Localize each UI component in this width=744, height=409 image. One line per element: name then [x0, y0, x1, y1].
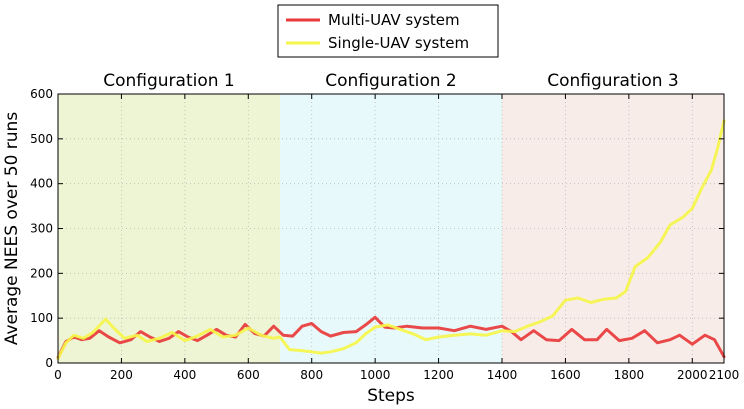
- y-tick-label: 300: [30, 222, 53, 236]
- x-tick-label: 1800: [614, 368, 645, 382]
- y-tick-label: 100: [30, 311, 53, 325]
- x-tick-label: 1400: [487, 368, 518, 382]
- x-tick-label: 1000: [360, 368, 391, 382]
- x-tick-label: 800: [300, 368, 323, 382]
- x-tick-label: 1600: [550, 368, 581, 382]
- x-tick-label: 2000: [677, 368, 708, 382]
- y-tick-label: 500: [30, 132, 53, 146]
- config-label-3: Configuration 3: [547, 71, 679, 91]
- x-tick-label: 200: [110, 368, 133, 382]
- x-tick-label: 2100: [709, 368, 740, 382]
- x-tick-label: 1200: [423, 368, 454, 382]
- y-tick-label: 600: [30, 87, 53, 101]
- x-tick-label: 400: [173, 368, 196, 382]
- x-axis-label: Steps: [367, 386, 415, 406]
- y-tick-label: 400: [30, 177, 53, 191]
- y-tick-label: 200: [30, 266, 53, 280]
- config-label-2: Configuration 2: [325, 71, 457, 91]
- series-line-single-uav: [56, 119, 726, 360]
- legend-label-single-uav: Single-UAV system: [328, 34, 469, 52]
- series-line-multi-uav: [56, 315, 726, 360]
- y-axis-label: Average NEES over 50 runs: [2, 112, 22, 345]
- config-label-1: Configuration 1: [103, 71, 235, 91]
- legend-label-multi-uav: Multi-UAV system: [328, 11, 460, 29]
- legend-box: [277, 4, 499, 58]
- x-tick-label: 0: [54, 368, 62, 382]
- x-tick-label: 600: [237, 368, 260, 382]
- y-tick-label: 0: [45, 356, 53, 370]
